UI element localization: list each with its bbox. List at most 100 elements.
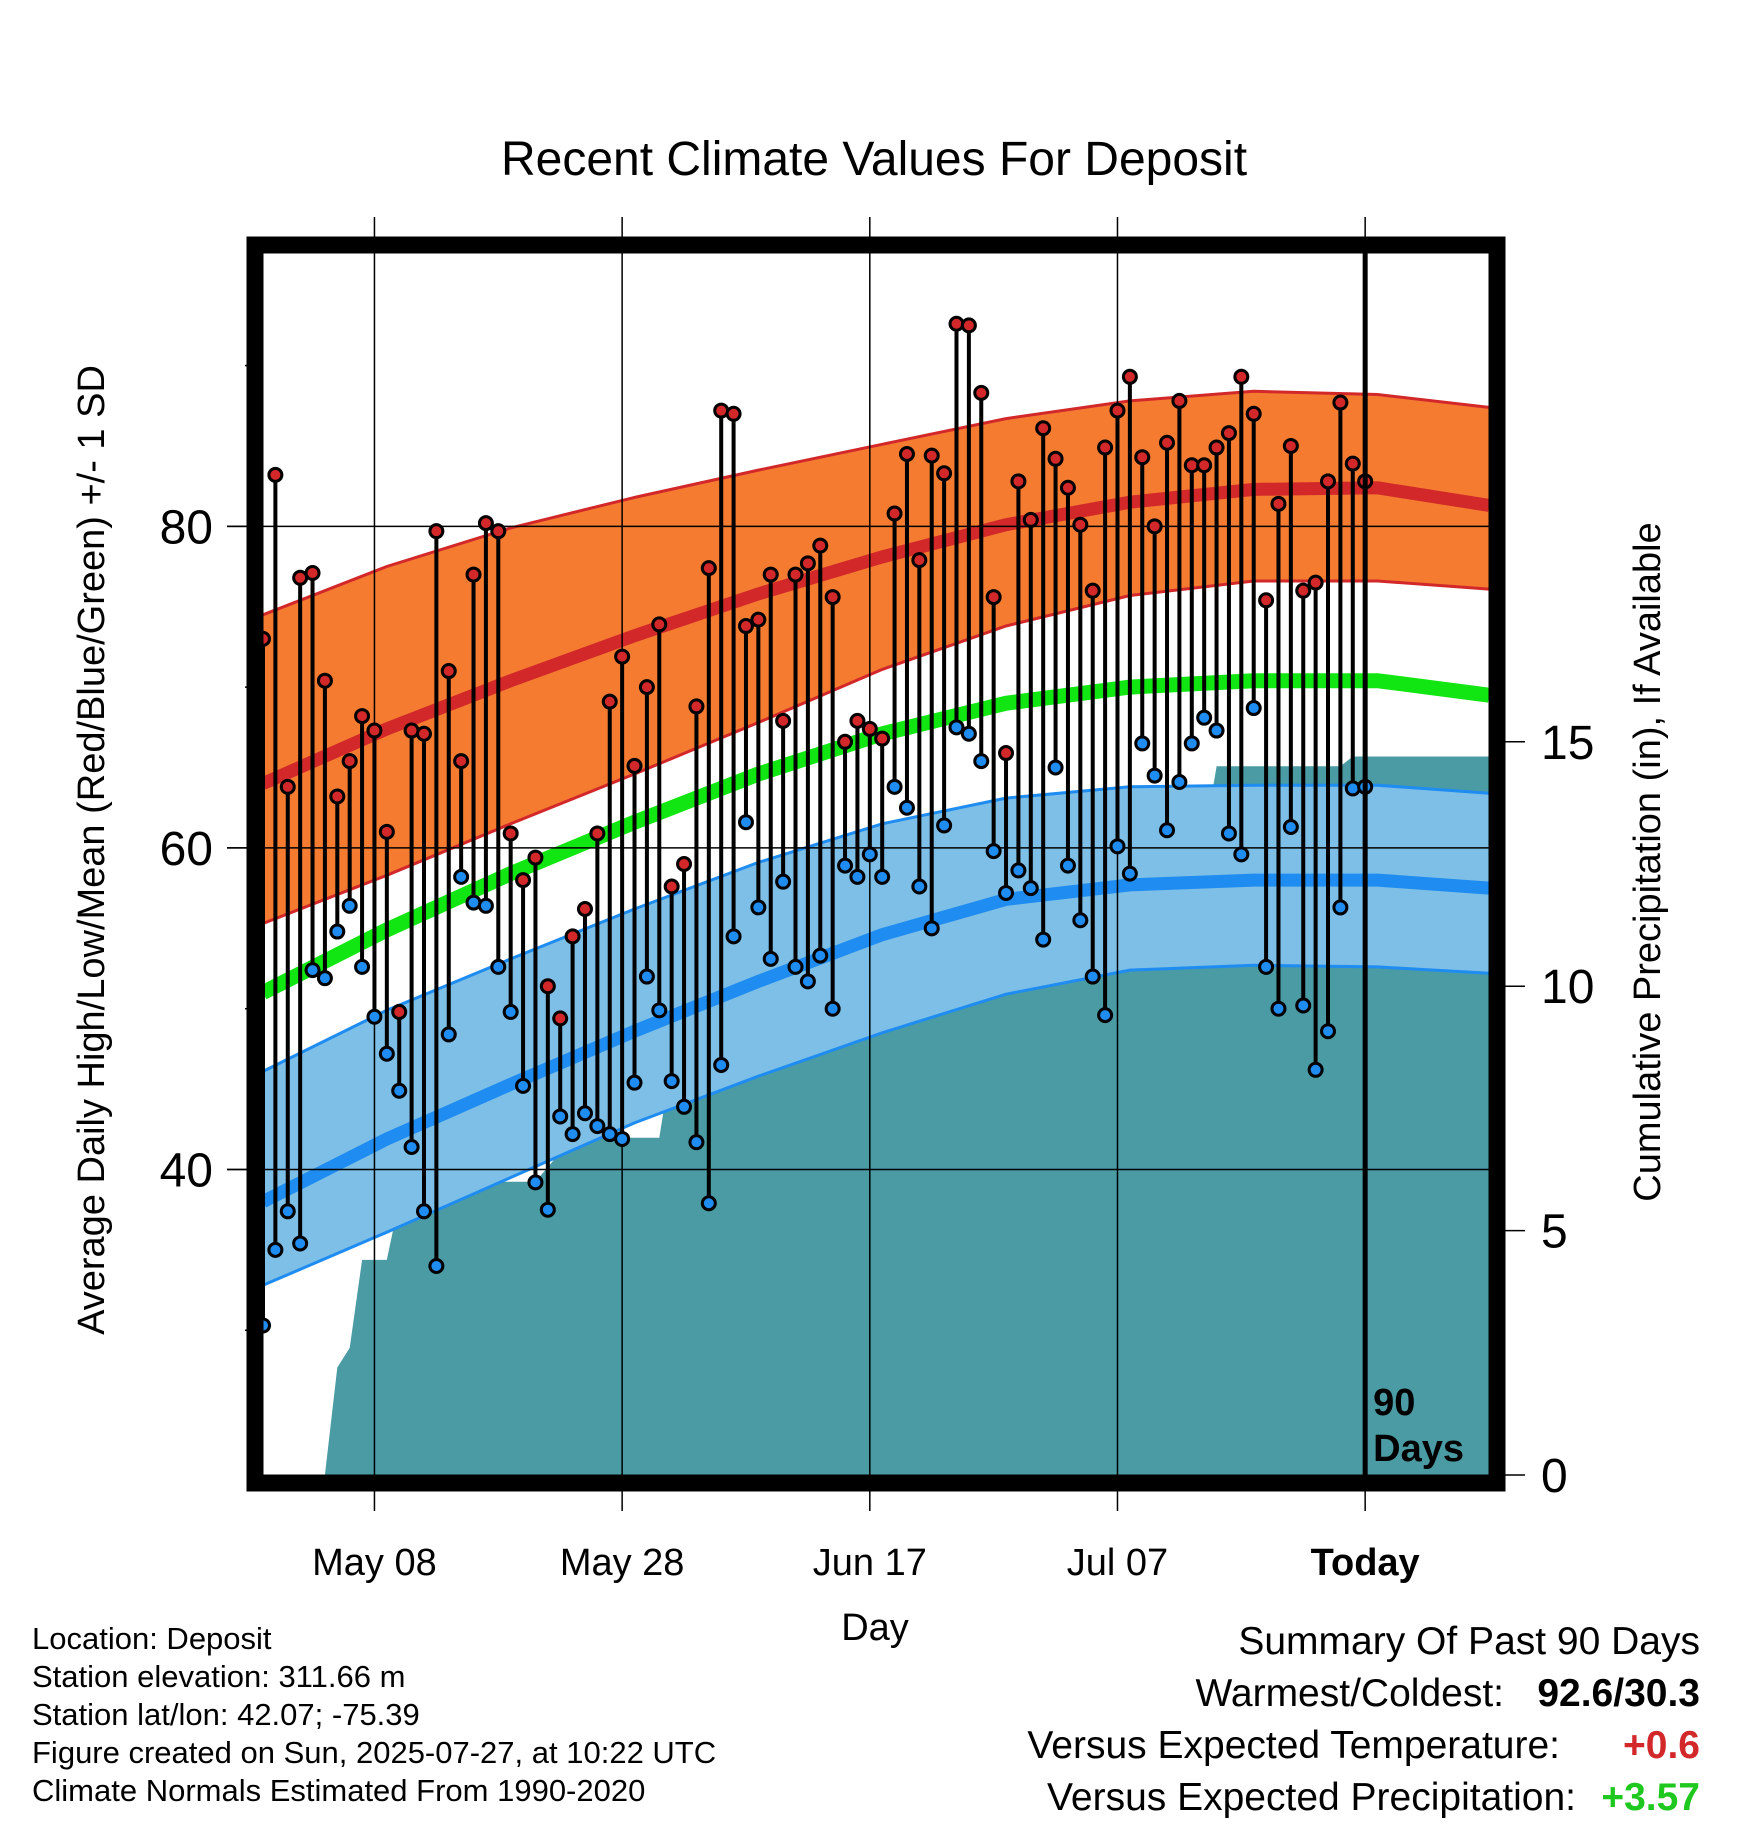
daily-low-point-79 [1233,846,1250,863]
daily-high-point-78 [1220,425,1237,442]
daily-high-point-64 [1047,450,1064,467]
daily-high-point-66 [1072,516,1089,533]
daily-low-point-42 [775,873,792,890]
daily-low-point-25 [564,1126,581,1143]
daily-low-point-49 [861,846,878,863]
daily-low-point-16 [453,868,470,885]
daily-high-point-31 [638,679,655,696]
normal-high-band [263,391,1489,924]
daily-low-point-83 [1282,819,1299,836]
daily-low-point-15 [440,1026,457,1043]
daily-low-point-56 [948,719,965,736]
daily-low-point-30 [626,1074,643,1091]
daily-low-point-38 [725,928,742,945]
daily-low-point-24 [552,1108,569,1125]
daily-low-point-2 [279,1203,296,1220]
daily-high-point-73 [1159,434,1176,451]
daily-high-point-61 [1010,473,1027,490]
daily-low-point-54 [923,920,940,937]
daily-low-point-23 [539,1201,556,1218]
temp-label: Versus Expected Temperature: [1027,1724,1560,1767]
daily-high-point-58 [973,384,990,401]
summary-precip-row: Versus Expected Precipitation: +3.57 [1027,1772,1700,1824]
summary-heading: Summary Of Past 90 Days [1238,1620,1700,1663]
daily-high-point-83 [1282,437,1299,454]
daily-low-point-66 [1072,912,1089,929]
normal-low-band-lower-edge [262,963,1490,1287]
y2-tick-label-1: 5 [1541,1206,1568,1259]
daily-high-point-10 [378,823,395,840]
x-tick-label-3: Jul 07 [1067,1542,1168,1584]
daily-high-point-50 [874,730,891,747]
normal-high-mean-line [260,481,1491,790]
daily-low-point-8 [354,958,371,975]
daily-high-point-27 [589,825,606,842]
daily-high-point-17 [465,566,482,583]
daily-low-point-14 [428,1257,445,1274]
precip-label: Versus Expected Precipitation: [1047,1776,1576,1819]
daily-low-point-7 [341,897,358,914]
daily-high-point-67 [1084,582,1101,599]
daily-low-point-78 [1220,825,1237,842]
daily-low-point-22 [527,1174,544,1191]
daily-high-point-18 [477,515,494,532]
daily-low-point-37 [713,1056,730,1073]
daily-high-point-8 [354,708,371,725]
y2-tick-label-0: 0 [1541,1450,1568,1503]
daily-high-point-20 [502,825,519,842]
y2-axis-label: Cumulative Precipitation (in), If Availa… [1627,522,1669,1201]
normal-high-band-upper-edge [262,389,1490,617]
y-axis-label: Average Daily High/Low/Mean (Red/Blue/Gr… [71,365,113,1335]
daily-low-point-71 [1134,735,1151,752]
daily-high-point-22 [527,849,544,866]
normals-text: Climate Normals Estimated From 1990-2020 [32,1773,646,1808]
daily-low-point-39 [737,814,754,831]
daily-high-point-44 [799,555,816,572]
daily-high-point-25 [564,928,581,945]
daily-low-point-50 [874,868,891,885]
daily-low-point-72 [1146,767,1163,784]
daily-low-point-59 [985,843,1002,860]
daily-low-point-69 [1109,838,1126,855]
daily-low-point-64 [1047,759,1064,776]
daily-low-point-73 [1159,822,1176,839]
daily-high-point-33 [663,878,680,895]
daily-high-point-46 [824,589,841,606]
plot-frame [246,236,1506,1492]
daily-high-point-5 [316,672,333,689]
normal-bands-group [259,389,1491,1287]
daily-low-point-75 [1183,735,1200,752]
daily-high-point-48 [849,712,866,729]
daily-low-point-68 [1097,1007,1114,1024]
daily-high-point-7 [341,753,358,770]
daily-high-point-6 [329,788,346,805]
daily-low-point-35 [688,1134,705,1151]
daily-high-point-30 [626,757,643,774]
daily-low-point-60 [998,884,1015,901]
daily-high-point-84 [1295,582,1312,599]
daily-low-point-40 [750,899,767,916]
daily-high-point-80 [1245,405,1262,422]
daily-high-point-72 [1146,518,1163,535]
summary-warmest-row: Warmest/Coldest: 92.6/30.3 [1027,1668,1700,1720]
daily-high-point-1 [267,466,284,483]
temp-value: +0.6 [1623,1724,1700,1767]
daily-high-point-57 [960,317,977,334]
y-tick-label-0: 40 [160,1145,213,1198]
station-info: Location: Deposit Station elevation: 311… [32,1620,716,1810]
y2-tick-label-2: 10 [1541,961,1594,1014]
daily-high-point-41 [762,566,779,583]
daily-high-point-49 [861,720,878,737]
chart-title: Recent Climate Values For Deposit [501,133,1247,186]
daily-low-point-61 [1010,862,1027,879]
daily-low-point-53 [911,878,928,895]
normal-low-band [263,785,1489,1286]
daily-high-point-71 [1134,449,1151,466]
x-axis-label: Day [841,1607,909,1649]
daily-high-point-74 [1171,392,1188,409]
daily-low-point-81 [1258,958,1275,975]
daily-high-point-59 [985,589,1002,606]
daily-low-point-12 [403,1138,420,1155]
